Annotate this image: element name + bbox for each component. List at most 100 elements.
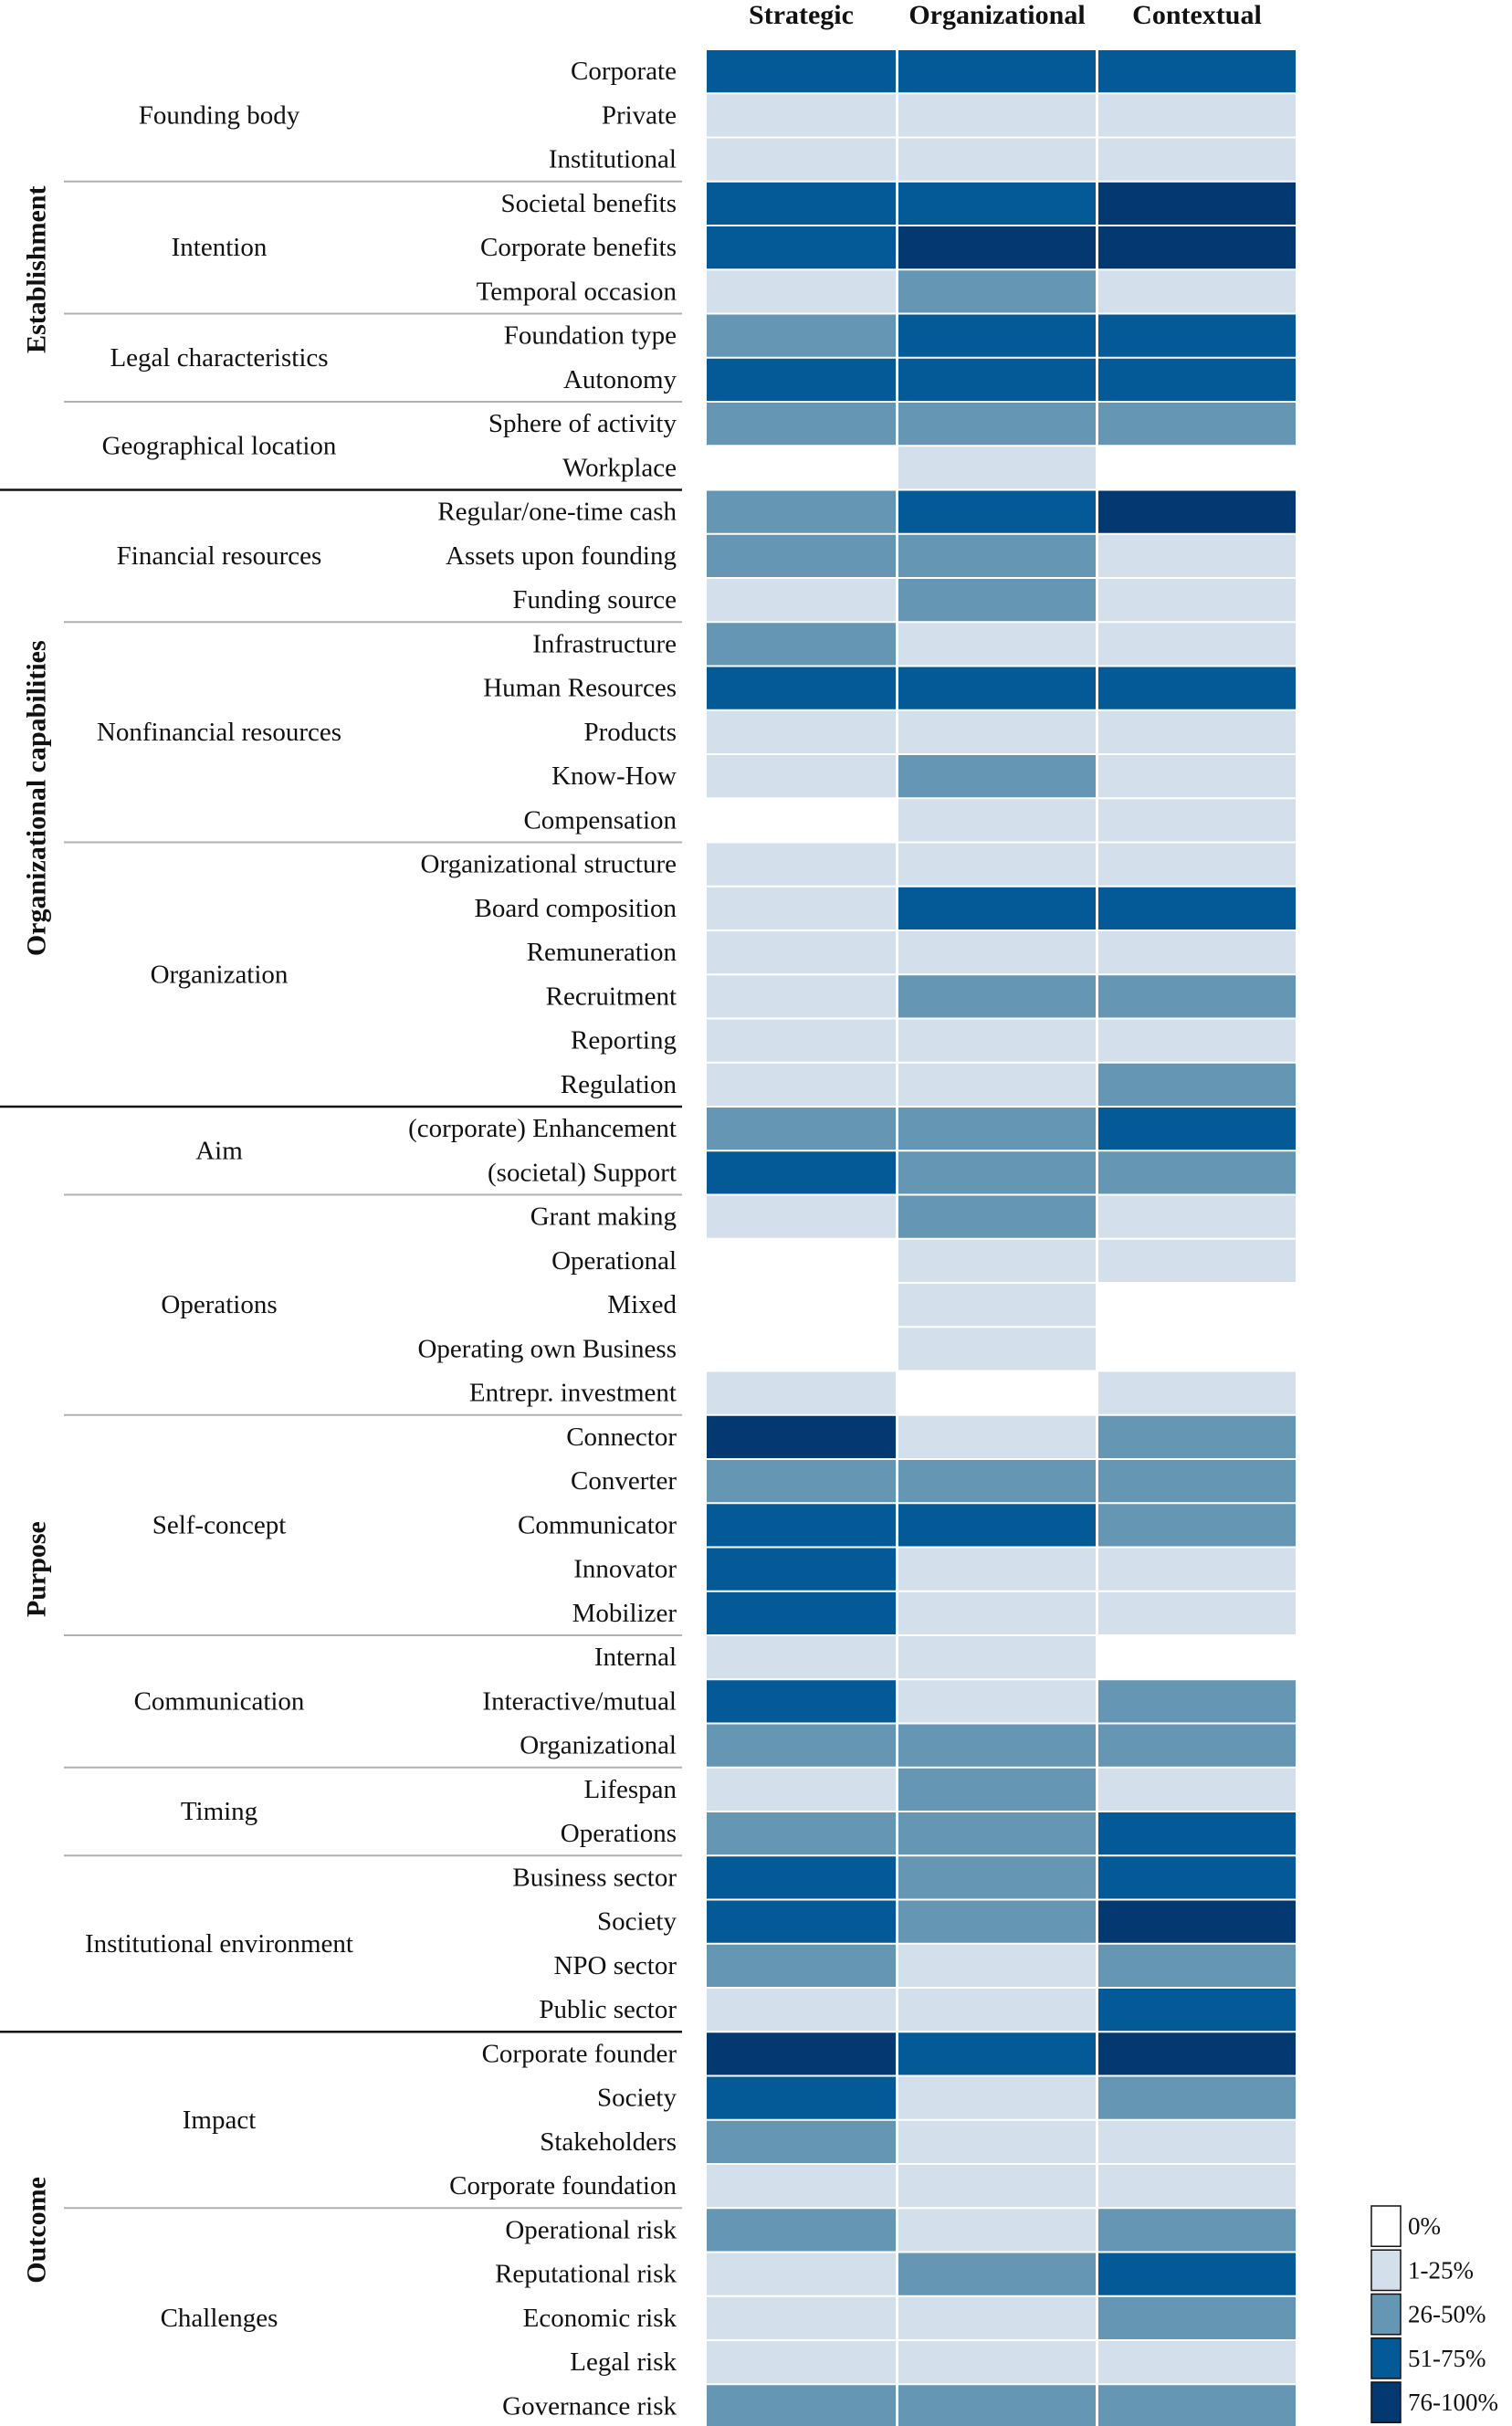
legend-swatch xyxy=(1370,2205,1402,2247)
heatmap-cell xyxy=(898,1944,1096,1987)
heatmap-cell xyxy=(1098,1768,1296,1811)
row-label: Know-How xyxy=(551,761,677,791)
heatmap-cell xyxy=(707,270,896,313)
row-label: Business sector xyxy=(512,1863,677,1892)
heatmap-cell xyxy=(707,931,896,974)
heatmap-cell xyxy=(898,2165,1096,2208)
group-label: Institutional environment xyxy=(85,1929,353,1959)
row-label: Recruitment xyxy=(546,982,677,1011)
heatmap-cell xyxy=(707,1812,896,1855)
heatmap-cell xyxy=(898,358,1096,401)
heatmap-cell xyxy=(1098,2120,1296,2163)
heatmap-cell xyxy=(898,1284,1096,1327)
heatmap-cell xyxy=(1098,314,1296,357)
row-label: Private xyxy=(602,100,677,130)
heatmap-cell xyxy=(1098,1724,1296,1767)
group-label: Operations xyxy=(161,1290,277,1319)
group-label: Communication xyxy=(134,1686,305,1716)
heatmap-cell xyxy=(1098,534,1296,577)
heatmap-cell xyxy=(707,887,896,929)
heatmap-cell xyxy=(898,1063,1096,1106)
heatmap-cell xyxy=(1098,1371,1296,1414)
heatmap-cell xyxy=(898,2076,1096,2119)
column-header-strategic: Strategic xyxy=(749,0,854,30)
heatmap-cell xyxy=(898,1151,1096,1194)
heatmap-cell xyxy=(1098,1548,1296,1591)
heatmap-cell xyxy=(1098,1812,1296,1855)
row-label: Compensation xyxy=(523,805,677,835)
heatmap-cell xyxy=(707,2253,896,2295)
row-label: Society xyxy=(597,2084,677,2113)
heatmap-cell xyxy=(898,1019,1096,1062)
row-label: Operational xyxy=(551,1246,677,1276)
legend-label: 0% xyxy=(1408,2212,1441,2240)
heatmap-cell xyxy=(707,1239,896,1282)
row-label: Mixed xyxy=(607,1290,677,1319)
heatmap-cell xyxy=(898,182,1096,225)
heatmap-cell xyxy=(707,1284,896,1327)
heatmap-cell xyxy=(707,623,896,666)
row-label: Corporate xyxy=(571,57,677,86)
row-label: Temporal occasion xyxy=(477,277,677,306)
heatmap-cell xyxy=(707,446,896,489)
heatmap-cell xyxy=(898,975,1096,1018)
legend-label: 51-75% xyxy=(1408,2345,1486,2372)
row-label: Sphere of activity xyxy=(488,409,677,438)
section-label: Outcome xyxy=(22,2177,52,2284)
heatmap-cell xyxy=(707,1944,896,1987)
heatmap-cell xyxy=(707,2076,896,2119)
heatmap-cell xyxy=(898,1768,1096,1811)
row-label: Autonomy xyxy=(563,365,677,394)
heatmap-cell xyxy=(707,1989,896,2032)
heatmap-cell xyxy=(707,534,896,577)
row-label: Infrastructure xyxy=(532,629,677,658)
heatmap-cell xyxy=(898,1636,1096,1679)
heatmap-cell xyxy=(707,490,896,533)
heatmap-cell xyxy=(898,1328,1096,1371)
legend-swatch xyxy=(1370,2249,1402,2292)
heatmap-cell xyxy=(898,1591,1096,1634)
heatmap-cell xyxy=(898,2120,1096,2163)
heatmap-cell xyxy=(898,1989,1096,2032)
heatmap-cell xyxy=(1098,931,1296,974)
heatmap-cell xyxy=(1098,2341,1296,2384)
row-label: Governance risk xyxy=(502,2391,677,2421)
heatmap-cell xyxy=(707,1371,896,1414)
heatmap-cell xyxy=(1098,2165,1296,2208)
heatmap-cell xyxy=(707,1415,896,1458)
heatmap-cell xyxy=(707,1328,896,1371)
heatmap-cell xyxy=(898,1195,1096,1238)
row-label: Societal benefits xyxy=(501,189,677,218)
heatmap-cell xyxy=(1098,1636,1296,1679)
legend-label: 26-50% xyxy=(1408,2301,1486,2328)
legend-label: 1-25% xyxy=(1408,2256,1474,2284)
heatmap-cell xyxy=(1098,1944,1296,1987)
legend-swatch xyxy=(1370,2293,1402,2336)
group-label: Nonfinancial resources xyxy=(97,718,341,747)
heatmap-cell xyxy=(1098,2385,1296,2426)
row-label: Organizational xyxy=(520,1731,677,1760)
heatmap-cell xyxy=(707,1504,896,1547)
group-label: Challenges xyxy=(161,2304,278,2333)
heatmap-cell xyxy=(898,2253,1096,2295)
row-label: Regular/one-time cash xyxy=(437,498,677,527)
row-label: Corporate benefits xyxy=(480,233,677,262)
heatmap-cell xyxy=(898,2385,1096,2426)
heatmap-cell xyxy=(1098,2296,1296,2339)
heatmap-cell xyxy=(1098,270,1296,313)
heatmap-cell xyxy=(898,1724,1096,1767)
heatmap-cell xyxy=(1098,138,1296,181)
heatmap-cell xyxy=(1098,667,1296,709)
heatmap-cell xyxy=(707,1019,896,1062)
row-label: Legal risk xyxy=(570,2347,677,2377)
heatmap-cell xyxy=(1098,1415,1296,1458)
heatmap-cell xyxy=(707,182,896,225)
heatmap-cell xyxy=(1098,579,1296,622)
heatmap-cell xyxy=(707,755,896,798)
heatmap-cell xyxy=(898,1371,1096,1414)
heatmap-cell xyxy=(707,667,896,709)
heatmap-cell xyxy=(707,1900,896,1943)
heatmap-cell xyxy=(1098,358,1296,401)
heatmap-cell xyxy=(898,1548,1096,1591)
